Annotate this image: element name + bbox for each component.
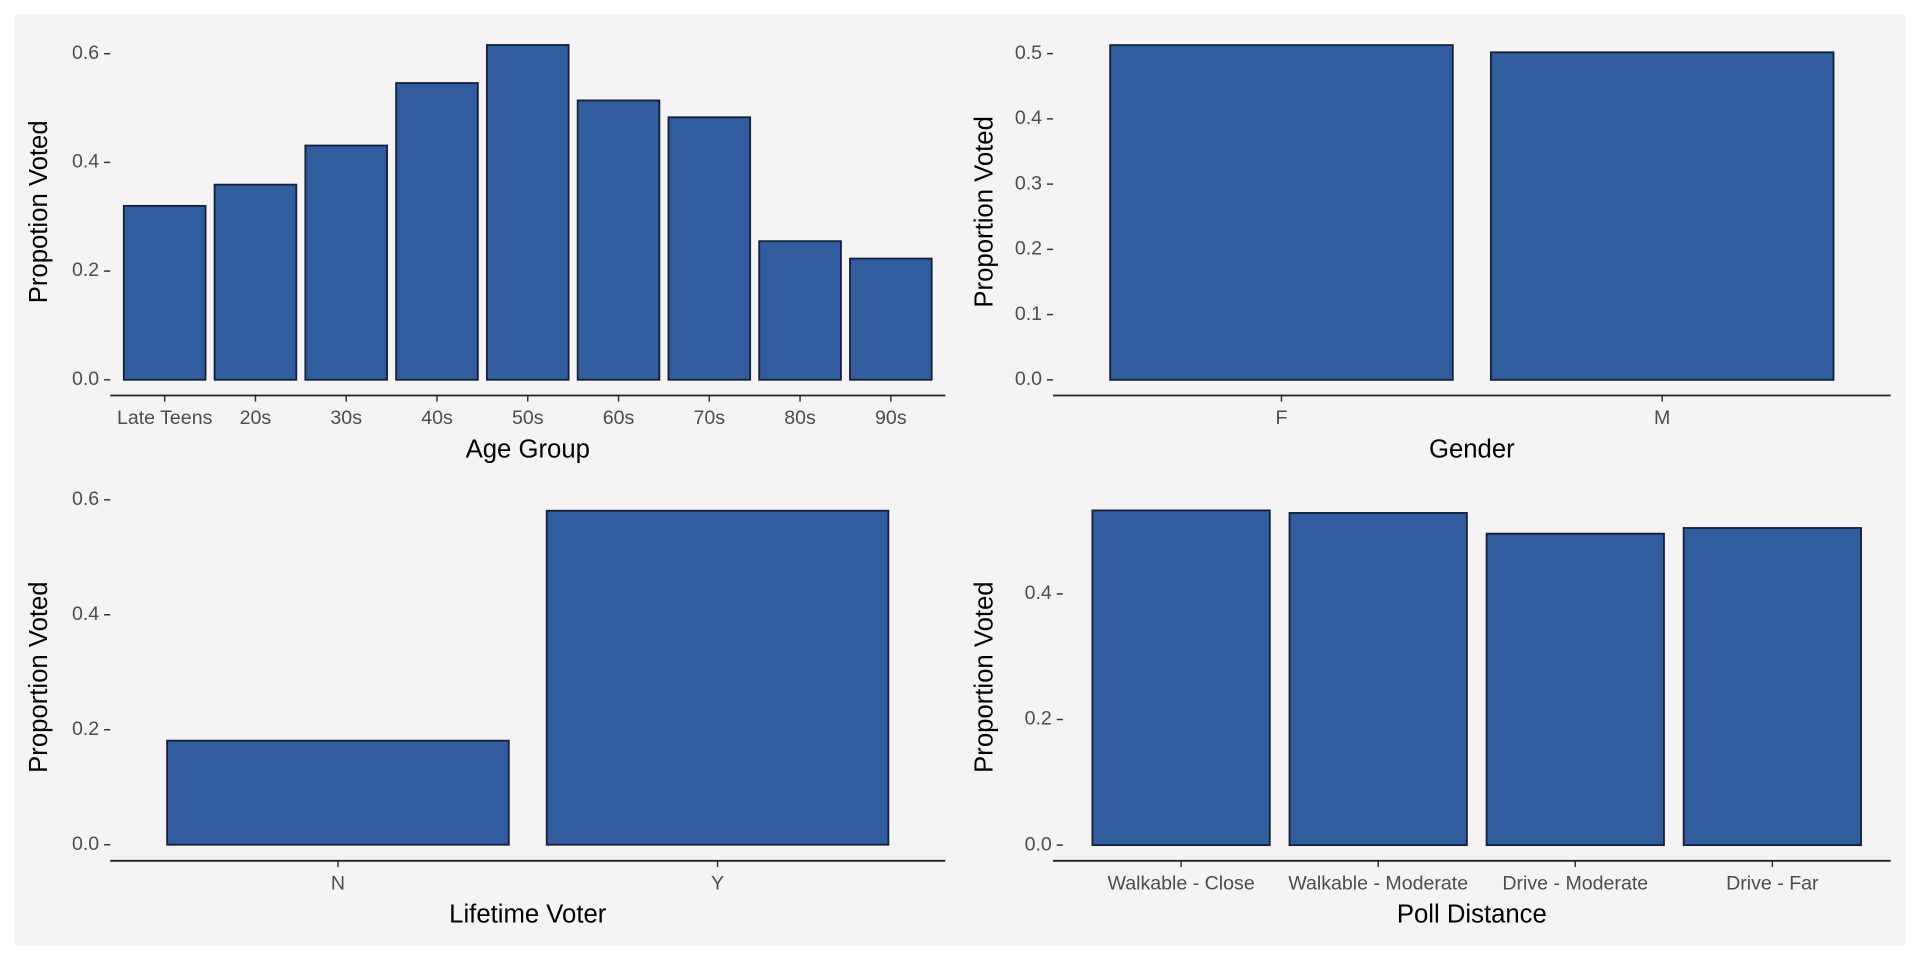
y-tick-label: 0.4 — [1015, 107, 1042, 129]
y-tick-label: 0.4 — [72, 603, 99, 625]
bar — [304, 144, 388, 381]
y-tick-label: 0.1 — [1015, 303, 1042, 325]
bar — [213, 183, 298, 381]
x-tick-label: 20s — [240, 407, 272, 429]
bar — [667, 116, 752, 381]
bar — [849, 257, 933, 381]
y-tick-label: 0.6 — [72, 42, 99, 64]
y-tick-label: 0.6 — [72, 488, 99, 510]
y-tick-label: 0.0 — [72, 833, 99, 855]
bar — [1288, 512, 1468, 847]
x-tick-label: Late Teens — [117, 407, 213, 429]
bar — [122, 204, 207, 381]
bar — [1485, 532, 1665, 847]
x-axis-title: Age Group — [466, 435, 590, 463]
x-tick-label: 90s — [875, 407, 907, 429]
x-tick-label: 80s — [784, 407, 816, 429]
y-tick-label: 0.5 — [1015, 42, 1042, 64]
x-tick-label: 30s — [330, 407, 362, 429]
y-tick-label: 0.2 — [72, 718, 99, 740]
x-tick-label: 60s — [603, 407, 635, 429]
x-tick-label: 70s — [694, 407, 726, 429]
x-tick-label: 50s — [512, 407, 544, 429]
y-tick-label: 0.4 — [72, 151, 99, 173]
x-tick-label: Drive - Moderate — [1502, 872, 1648, 894]
bar — [1682, 527, 1862, 847]
x-tick-label: Y — [711, 872, 724, 894]
x-tick-label: Walkable - Close — [1107, 872, 1254, 894]
bar — [545, 509, 890, 846]
x-tick-label: F — [1275, 407, 1287, 429]
y-axis-title: Propotion Voted — [25, 120, 53, 303]
x-tick-label: Walkable - Moderate — [1288, 872, 1468, 894]
bar — [758, 240, 842, 381]
x-axis-title: Lifetime Voter — [449, 901, 607, 929]
y-tick-label: 0.4 — [1025, 582, 1052, 604]
y-tick-label: 0.0 — [72, 368, 99, 390]
x-tick-label: N — [331, 872, 345, 894]
y-tick-label: 0.0 — [1025, 833, 1052, 855]
x-axis-title: Poll Distance — [1397, 901, 1547, 929]
bar — [395, 82, 479, 381]
y-tick-label: 0.2 — [1025, 708, 1052, 730]
bar — [1091, 509, 1271, 847]
bar — [1109, 44, 1454, 381]
y-tick-label: 0.2 — [72, 259, 99, 281]
y-axis-title: Proportion Voted — [971, 581, 999, 772]
y-tick-label: 0.0 — [1015, 368, 1042, 390]
x-axis-title: Gender — [1429, 435, 1515, 463]
y-tick-label: 0.2 — [1015, 238, 1042, 260]
bar — [576, 99, 661, 381]
x-tick-label: 40s — [421, 407, 453, 429]
bar — [485, 44, 570, 381]
y-axis-title: Proportion Voted — [971, 116, 999, 307]
bar — [166, 739, 510, 846]
y-tick-label: 0.3 — [1015, 172, 1042, 194]
x-tick-label: Drive - Far — [1726, 872, 1819, 894]
bar — [1489, 51, 1835, 381]
y-axis-title: Proportion Voted — [25, 581, 53, 772]
x-tick-label: M — [1654, 407, 1670, 429]
